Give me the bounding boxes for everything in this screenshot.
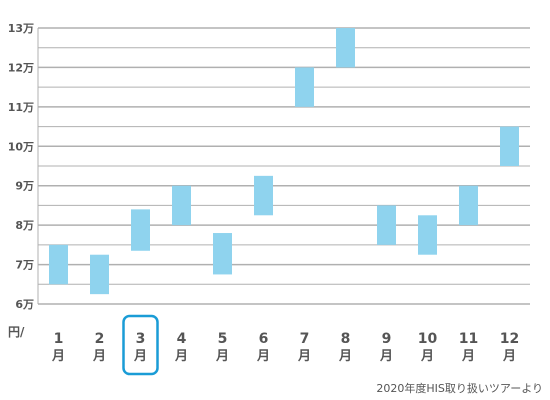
x-tick-label-9: 9: [382, 331, 392, 347]
x-tick-month-7: 月: [297, 349, 311, 364]
y-tick-label: 12万: [8, 61, 34, 74]
range-bar-11: [459, 185, 478, 226]
y-tick-label: 10万: [8, 140, 34, 153]
range-bars: [49, 28, 519, 295]
y-tick-label: 9万: [15, 180, 34, 193]
x-tick-label-4: 4: [177, 331, 187, 347]
x-tick-label-7: 7: [300, 331, 310, 347]
x-tick-month-6: 月: [256, 349, 270, 364]
x-tick-label-5: 5: [218, 331, 228, 347]
y-tick-label: 6万: [15, 298, 34, 311]
x-tick-label-8: 8: [341, 331, 351, 347]
x-tick-label-12: 12: [500, 331, 519, 347]
x-tick-month-8: 月: [338, 349, 352, 364]
y-tick-label: 11万: [8, 101, 34, 114]
range-bar-5: [213, 233, 232, 275]
x-tick-month-9: 月: [379, 349, 393, 364]
grid-lines: [37, 27, 530, 305]
range-bar-7: [295, 67, 314, 107]
range-bar-4: [172, 185, 191, 226]
x-tick-label-11: 11: [459, 331, 478, 347]
x-tick-label-2: 2: [95, 331, 105, 347]
range-bar-2: [90, 254, 109, 295]
x-tick-month-5: 月: [215, 349, 229, 364]
y-tick-label: 13万: [8, 22, 34, 35]
range-bar-1: [49, 244, 68, 285]
range-bar-9: [377, 205, 396, 245]
source-note: 2020年度HIS取り扱いツアーより: [376, 381, 543, 395]
highlighted-month-box: [122, 314, 159, 376]
y-tick-label: 7万: [15, 259, 34, 272]
x-axis-ticks: 1 月 2 月 3 月 4 月 5 月 6 月 7 月 8 月 9 月 10 月 11 月 12 月: [51, 331, 519, 364]
x-tick-month-3: 月: [133, 349, 147, 364]
x-tick-label-1: 1: [54, 331, 64, 347]
y-axis-unit-label: 円/: [8, 325, 25, 339]
range-bar-10: [418, 215, 437, 255]
range-bar-12: [500, 126, 519, 166]
x-tick-month-10: 月: [420, 349, 434, 364]
x-tick-month-1: 月: [51, 349, 65, 364]
range-bar-8: [336, 28, 355, 68]
range-bar-6: [254, 175, 273, 216]
x-tick-month-2: 月: [92, 349, 106, 364]
x-tick-month-11: 月: [461, 349, 475, 364]
x-tick-month-4: 月: [174, 349, 188, 364]
y-tick-label: 8万: [15, 219, 34, 232]
x-tick-label-3: 3: [136, 331, 146, 347]
x-tick-label-10: 10: [418, 331, 438, 347]
x-tick-month-12: 月: [502, 349, 516, 364]
x-tick-label-6: 6: [259, 331, 269, 347]
y-axis-ticks: 6万 7万 8万 9万 10万 11万 12万 13万: [8, 22, 34, 311]
range-bar-3: [131, 209, 150, 251]
